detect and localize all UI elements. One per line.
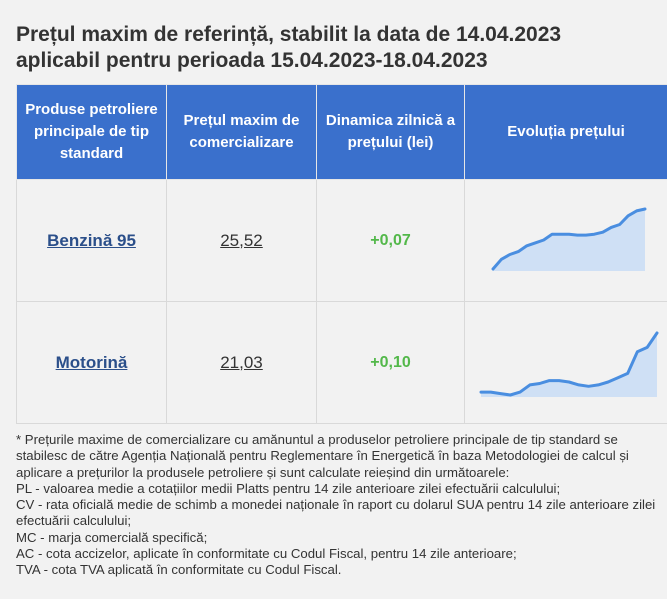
header-daily-change: Dinamica zilnică a prețului (lei) [316,84,465,180]
sparkline-line [491,207,647,270]
footnote-intro: * Prețurile maxime de comercializare cu … [16,432,629,480]
fuel-price-table: Produse petroliere principale de tip sta… [16,84,667,424]
price-change-motorina: +0,10 [370,353,411,371]
footnote-ac: AC - cota accizelor, aplicate în conform… [16,546,517,562]
trend-cell [464,301,667,424]
trend-cell [464,179,667,302]
sparkline-area [493,208,645,271]
price-change-benzina: +0,07 [370,231,411,249]
page-title: Prețul maxim de referință, stabilit la d… [16,22,656,74]
price-link-benzina[interactable]: 25,52 [220,230,263,250]
header-price-trend: Evoluția prețului [464,84,667,180]
sparkline-motorina [479,331,659,397]
footnote-cv: CV - rata oficială medie de schimb a mon… [16,497,656,529]
header-max-price: Prețul maxim de comercializare [166,84,317,180]
title-line-1: Prețul maxim de referință, stabilit la d… [16,23,562,46]
price-cell: 25,52 [166,179,317,302]
price-cell: 21,03 [166,301,317,424]
footnotes: * Prețurile maxime de comercializare cu … [16,432,661,579]
header-product: Produse petroliere principale de tip sta… [16,84,167,180]
price-link-motorina[interactable]: 21,03 [220,352,263,372]
table-row: Benzină 95 25,52 +0,07 [16,179,667,302]
product-cell: Benzină 95 [16,179,167,302]
title-line-2: aplicabil pentru perioada 15.04.2023-18.… [16,49,488,72]
sparkline-benzina [491,207,647,271]
product-link-benzina[interactable]: Benzină 95 [47,230,136,250]
footnote-tva: TVA - cota TVA aplicată în conformitate … [16,562,342,578]
table-header-row: Produse petroliere principale de tip sta… [16,84,667,180]
footnote-pl: PL - valoarea medie a cotațiilor medii P… [16,480,561,496]
footnote-mc: MC - marja comercială specifică; [16,529,208,545]
table-row: Motorină 21,03 +0,10 [16,301,667,424]
product-cell: Motorină [16,301,167,424]
delta-cell: +0,07 [316,179,465,302]
product-link-motorina[interactable]: Motorină [55,352,128,372]
delta-cell: +0,10 [316,301,465,424]
sparkline-line [479,331,659,396]
